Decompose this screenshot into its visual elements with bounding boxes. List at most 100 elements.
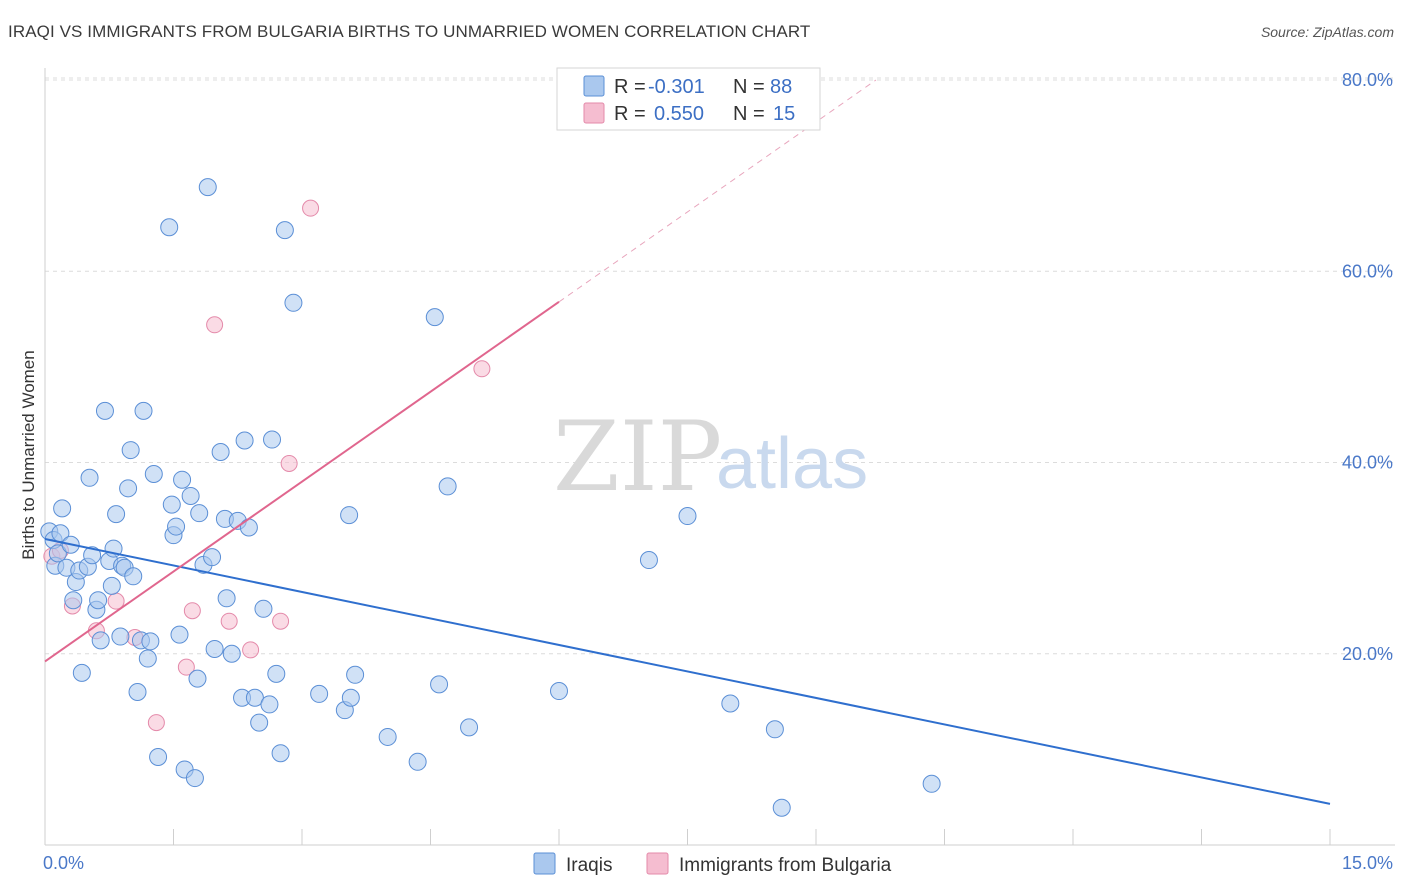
point-iraqis xyxy=(346,665,365,684)
point-iraqis xyxy=(167,517,186,536)
axis-layer: 20.0% 40.0% 60.0% 80.0% 0.0% 15.0% xyxy=(43,68,1395,873)
point-iraqis xyxy=(310,684,329,703)
point-iraqis xyxy=(134,401,153,420)
point-iraqis xyxy=(639,551,658,570)
y-tick-label-60: 60.0% xyxy=(1342,261,1393,281)
point-iraqis xyxy=(48,544,67,563)
point-iraqis xyxy=(430,675,449,694)
point-iraqis xyxy=(64,591,83,610)
legend-n-label-a: N = xyxy=(733,76,765,98)
trend-layer xyxy=(44,79,1331,805)
y-tick-label-80: 80.0% xyxy=(1342,70,1393,90)
point-iraqis xyxy=(341,688,360,707)
point-iraqis xyxy=(438,477,457,496)
trend-line-bulgaria-extension xyxy=(558,79,877,303)
point-iraqis xyxy=(203,548,222,567)
point-bulgaria xyxy=(473,360,491,378)
point-iraqis xyxy=(185,769,204,788)
point-iraqis xyxy=(128,683,147,701)
point-iraqis xyxy=(271,744,290,763)
watermark-atlas: atlas xyxy=(716,424,868,504)
trend-line-bulgaria xyxy=(44,301,560,663)
point-iraqis xyxy=(263,430,282,449)
point-iraqis xyxy=(160,218,179,237)
bottom-legend: Iraqis Immigrants from Bulgaria xyxy=(533,852,892,876)
point-bulgaria xyxy=(220,612,238,630)
point-bulgaria xyxy=(206,316,224,334)
point-iraqis xyxy=(107,505,126,524)
point-iraqis xyxy=(198,178,217,197)
chart-source: Source: ZipAtlas.com xyxy=(1260,24,1394,40)
watermark: ZIP atlas xyxy=(553,401,868,513)
point-iraqis xyxy=(267,664,286,683)
y-tick-label-20: 20.0% xyxy=(1342,644,1393,664)
legend-n-value-a: 88 xyxy=(770,76,792,98)
point-iraqis xyxy=(80,468,99,487)
point-iraqis xyxy=(121,441,140,460)
point-bulgaria xyxy=(183,602,201,620)
point-iraqis xyxy=(162,495,181,514)
point-iraqis xyxy=(102,576,121,595)
y-tick-label-40: 40.0% xyxy=(1342,453,1393,473)
point-bulgaria xyxy=(242,641,260,659)
grid-layer xyxy=(45,77,1395,655)
point-iraqis xyxy=(721,694,740,713)
bottom-legend-label-iraqis: Iraqis xyxy=(566,855,612,876)
legend-r-value-b: 0.550 xyxy=(654,103,704,125)
watermark-zip: ZIP xyxy=(553,401,722,513)
point-iraqis xyxy=(53,499,72,518)
point-iraqis xyxy=(119,479,138,498)
point-bulgaria xyxy=(147,714,165,732)
point-iraqis xyxy=(211,442,230,461)
bottom-legend-label-bulgaria: Immigrants from Bulgaria xyxy=(679,855,892,876)
point-iraqis xyxy=(222,644,241,663)
legend-n-value-b: 15 xyxy=(773,103,795,125)
point-iraqis xyxy=(217,589,236,608)
point-iraqis xyxy=(144,464,163,483)
chart-title: IRAQI VS IMMIGRANTS FROM BULGARIA BIRTHS… xyxy=(8,22,811,41)
legend-r-label-a: R = xyxy=(614,76,646,98)
point-iraqis xyxy=(149,748,168,767)
point-iraqis xyxy=(89,591,108,610)
point-iraqis xyxy=(408,752,427,771)
x-tick-label-max: 15.0% xyxy=(1342,853,1393,873)
point-bulgaria xyxy=(177,658,195,676)
point-iraqis xyxy=(275,221,294,240)
point-iraqis xyxy=(124,567,143,586)
point-iraqis xyxy=(235,431,254,450)
point-iraqis xyxy=(378,727,397,746)
point-iraqis xyxy=(250,713,269,732)
point-iraqis xyxy=(245,688,264,707)
point-iraqis xyxy=(138,649,157,668)
point-iraqis xyxy=(111,627,130,646)
points-iraqis xyxy=(40,178,941,817)
point-iraqis xyxy=(95,401,114,420)
point-iraqis xyxy=(922,774,941,793)
point-iraqis xyxy=(284,293,303,312)
point-iraqis xyxy=(72,663,91,682)
point-bulgaria xyxy=(272,612,290,630)
point-iraqis xyxy=(340,506,359,525)
point-iraqis xyxy=(181,486,200,505)
legend-r-value-a: -0.301 xyxy=(648,76,705,98)
bottom-legend-swatch-iraqis xyxy=(533,852,556,875)
point-iraqis xyxy=(678,507,697,526)
point-iraqis xyxy=(205,639,224,658)
trend-line-iraqis xyxy=(44,538,1331,805)
point-iraqis xyxy=(141,632,160,651)
point-iraqis xyxy=(772,798,791,817)
points-bulgaria xyxy=(43,199,491,732)
point-iraqis xyxy=(173,470,192,489)
y-axis-label: Births to Unmarried Women xyxy=(19,350,38,559)
legend-box: R = -0.301 N = 88 R = 0.550 N = 15 xyxy=(556,67,821,131)
point-bulgaria xyxy=(302,199,320,217)
point-iraqis xyxy=(239,518,258,537)
bottom-legend-swatch-bulgaria xyxy=(646,852,669,875)
legend-swatch-bulgaria xyxy=(583,102,605,124)
point-iraqis xyxy=(83,546,102,565)
point-iraqis xyxy=(254,599,273,618)
legend-n-label-b: N = xyxy=(733,103,765,125)
legend-swatch-iraqis xyxy=(583,75,605,97)
point-iraqis xyxy=(425,308,444,327)
